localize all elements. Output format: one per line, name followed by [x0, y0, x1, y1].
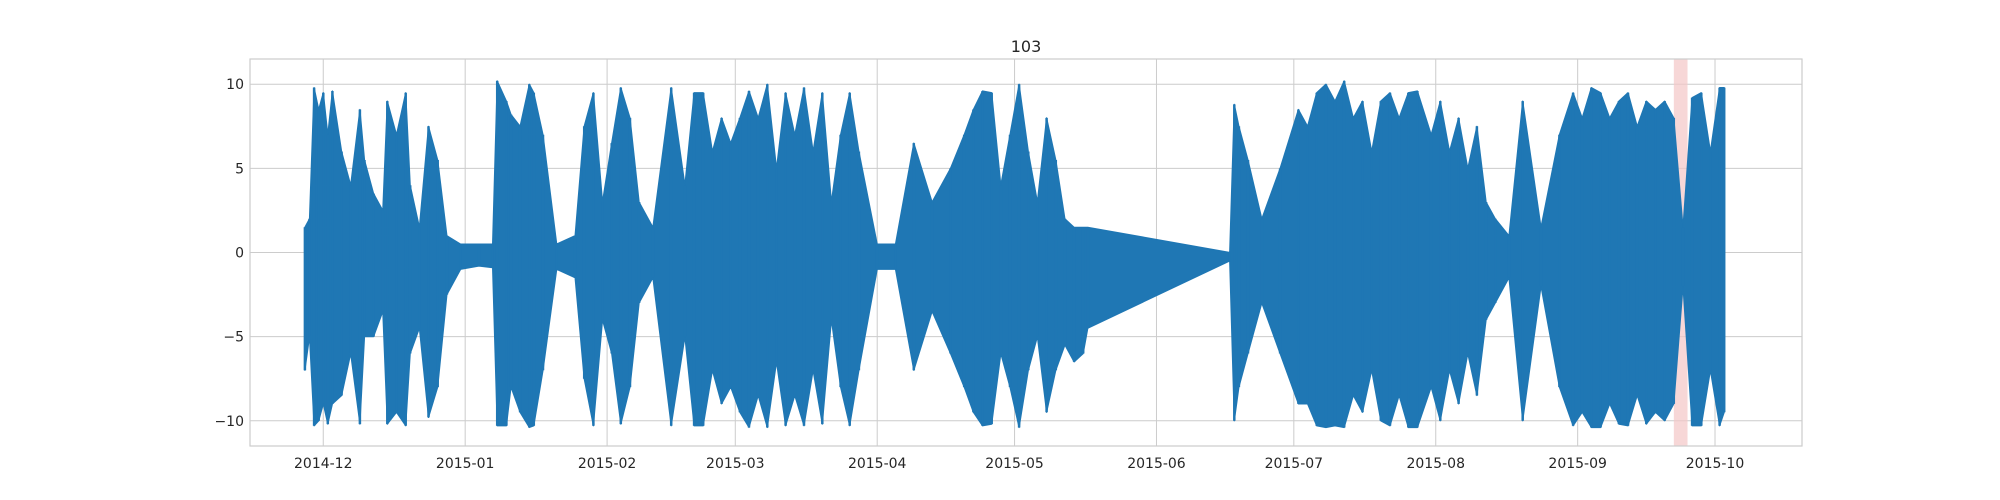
- series-0-line: [303, 80, 1726, 428]
- series-0-envelope: [304, 80, 1725, 429]
- x-axis-tick-labels: 2014-12 2015-01 2015-02 2015-03 2015-04 2015-…: [294, 456, 1744, 472]
- x-tick-label-4: 2015-04: [848, 456, 907, 472]
- x-tick-label-2: 2015-02: [578, 456, 637, 472]
- x-tick-label-0: 2014-12: [294, 456, 353, 472]
- y-tick-label-3: −5: [223, 330, 244, 346]
- x-tick-label-5: 2015-05: [985, 456, 1044, 472]
- y-tick-label-0: 10: [226, 77, 244, 93]
- x-tick-label-7: 2015-07: [1265, 456, 1324, 472]
- x-tick-label-6: 2015-06: [1127, 456, 1186, 472]
- x-tick-label-1: 2015-01: [436, 456, 495, 472]
- x-tick-label-9: 2015-09: [1548, 456, 1607, 472]
- chart-title: 103: [1011, 37, 1042, 56]
- plot-frame: [249, 58, 1803, 447]
- x-tick-label-8: 2015-08: [1406, 456, 1465, 472]
- y-axis-tick-labels: 10 5 0 −5 −10: [214, 77, 244, 430]
- y-tick-label-2: 0: [235, 246, 244, 262]
- y-tick-label-1: 5: [235, 161, 244, 177]
- y-tick-label-4: −10: [214, 414, 244, 430]
- series-layer: [303, 80, 1726, 429]
- x-tick-label-3: 2015-03: [706, 456, 765, 472]
- x-tick-label-10: 2015-10: [1686, 456, 1745, 472]
